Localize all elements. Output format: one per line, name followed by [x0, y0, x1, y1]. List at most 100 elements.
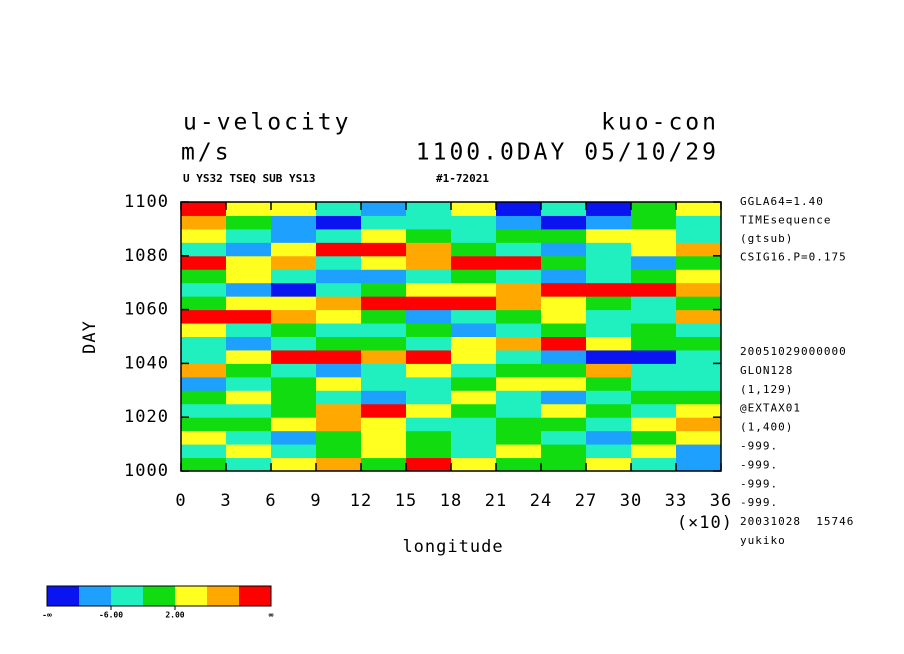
cell — [406, 282, 452, 297]
cell — [631, 228, 677, 243]
cell — [226, 363, 272, 378]
cell — [406, 430, 452, 445]
cell — [226, 269, 272, 284]
cell — [451, 376, 497, 391]
cell — [271, 336, 317, 351]
cell — [316, 444, 362, 459]
annotation: TIMEsequence — [740, 214, 831, 227]
colorbar-swatch — [239, 586, 271, 606]
cell — [541, 430, 587, 445]
cell — [316, 403, 362, 418]
cell — [271, 363, 317, 378]
colorbar-end-label: ∞ — [269, 611, 274, 620]
cell — [316, 282, 362, 297]
cell — [271, 390, 317, 405]
cell — [451, 336, 497, 351]
cell — [496, 282, 542, 297]
cell — [181, 242, 227, 257]
cell — [541, 444, 587, 459]
cell — [361, 255, 407, 270]
cell — [541, 390, 587, 405]
cell — [406, 336, 452, 351]
cell — [316, 309, 362, 324]
cell — [451, 282, 497, 297]
cell — [586, 323, 632, 337]
cell — [586, 457, 632, 472]
cell — [361, 363, 407, 378]
cell — [541, 282, 587, 297]
cell — [496, 363, 542, 378]
colorbar-frame — [46, 585, 272, 607]
cell — [181, 215, 227, 230]
cell — [181, 444, 227, 459]
cell — [316, 336, 362, 351]
cell — [451, 417, 497, 432]
cell — [361, 242, 407, 257]
cell — [406, 215, 452, 230]
cell — [361, 269, 407, 284]
cell — [316, 363, 362, 378]
colorbar-swatch — [111, 586, 143, 606]
cell — [406, 403, 452, 418]
cell — [631, 202, 677, 216]
cell — [586, 242, 632, 257]
cell — [631, 296, 677, 311]
cell — [586, 255, 632, 270]
cell — [406, 202, 452, 216]
cell — [271, 269, 317, 284]
chart-title-right: kuo-con — [601, 110, 719, 136]
cell — [181, 430, 227, 445]
cell — [541, 309, 587, 324]
cell — [586, 282, 632, 297]
colorbar-swatch — [79, 586, 111, 606]
cell — [451, 202, 497, 216]
x-tick-label: 18 — [440, 491, 462, 511]
cell — [226, 457, 272, 472]
cell — [226, 242, 272, 257]
cell — [586, 215, 632, 230]
cell — [541, 457, 587, 472]
cell — [496, 296, 542, 311]
annotation: (gtsub) — [740, 232, 793, 245]
cell — [316, 242, 362, 257]
cell — [676, 309, 722, 324]
cell — [496, 202, 542, 216]
cell — [541, 403, 587, 418]
cell — [451, 363, 497, 378]
cell — [181, 417, 227, 432]
annotation: @EXTAX01 — [740, 402, 801, 415]
cell — [361, 349, 407, 364]
cell — [541, 349, 587, 364]
cell — [316, 376, 362, 391]
cell — [361, 417, 407, 432]
cell — [361, 430, 407, 445]
cell — [181, 323, 227, 337]
cell — [631, 282, 677, 297]
x-tick-label: 21 — [485, 491, 507, 511]
cell — [271, 349, 317, 364]
cell — [496, 376, 542, 391]
cell — [631, 242, 677, 257]
cell — [451, 457, 497, 472]
colorbar-swatch — [207, 586, 239, 606]
cell — [181, 282, 227, 297]
cell — [541, 417, 587, 432]
cell — [226, 349, 272, 364]
cell — [361, 444, 407, 459]
cell — [631, 390, 677, 405]
heatmap — [181, 202, 722, 472]
cell — [586, 269, 632, 284]
cell — [181, 457, 227, 472]
cell — [631, 417, 677, 432]
cell — [226, 228, 272, 243]
cell — [451, 269, 497, 284]
cell — [631, 457, 677, 472]
cell — [676, 363, 722, 378]
cell — [226, 296, 272, 311]
cell — [181, 403, 227, 418]
cell — [676, 390, 722, 405]
cell — [226, 403, 272, 418]
cell — [586, 363, 632, 378]
cell — [586, 390, 632, 405]
cell — [676, 430, 722, 445]
